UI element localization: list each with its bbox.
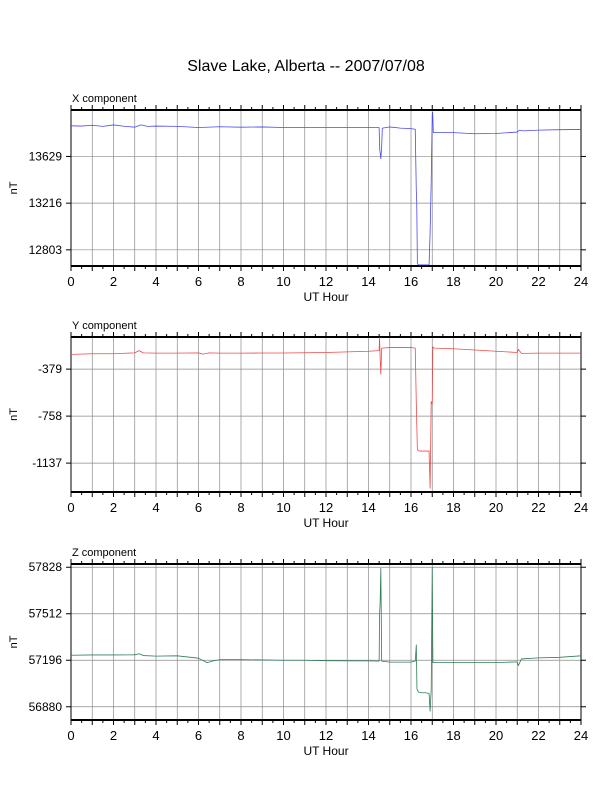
x-component-x-axis-label: UT Hour bbox=[303, 290, 348, 304]
x-component-x-tick-label: 18 bbox=[446, 274, 460, 289]
x-component-x-tick-label: 6 bbox=[195, 274, 202, 289]
z-component-y-tick-label: 56880 bbox=[29, 700, 63, 714]
y-component-x-tick-label: 20 bbox=[489, 500, 503, 515]
y-component-x-tick-label: 8 bbox=[237, 500, 244, 515]
x-component-x-tick-label: 0 bbox=[67, 274, 74, 289]
y-component-x-tick-label: 12 bbox=[319, 500, 333, 515]
y-component-y-tick-label: -379 bbox=[38, 362, 62, 376]
y-component-x-tick-label: 10 bbox=[276, 500, 290, 515]
z-component-x-tick-label: 18 bbox=[446, 728, 460, 743]
x-component-x-tick-label: 24 bbox=[574, 274, 588, 289]
z-component-y-tick-label: 57196 bbox=[29, 653, 63, 667]
x-component-x-tick-label: 2 bbox=[110, 274, 117, 289]
z-component-x-tick-label: 14 bbox=[361, 728, 375, 743]
z-component-y-tick-label: 57512 bbox=[29, 607, 63, 621]
figure-title: Slave Lake, Alberta -- 2007/07/08 bbox=[187, 58, 425, 75]
x-component-x-tick-label: 16 bbox=[404, 274, 418, 289]
y-component-x-tick-label: 0 bbox=[67, 500, 74, 515]
y-component-x-tick-label: 18 bbox=[446, 500, 460, 515]
z-component-y-axis-label: nT bbox=[8, 635, 20, 648]
z-component-x-tick-label: 8 bbox=[237, 728, 244, 743]
y-component-x-tick-label: 6 bbox=[195, 500, 202, 515]
z-component-x-tick-label: 16 bbox=[404, 728, 418, 743]
z-component-x-tick-label: 0 bbox=[67, 728, 74, 743]
z-component-panel-label: Z component bbox=[72, 547, 136, 559]
x-component-x-tick-label: 14 bbox=[361, 274, 375, 289]
z-component-series-line bbox=[70, 566, 582, 712]
x-component-y-axis-label: nT bbox=[8, 181, 20, 194]
x-component-x-tick-label: 8 bbox=[237, 274, 244, 289]
y-component-y-axis-label: nT bbox=[8, 408, 20, 421]
y-component-x-tick-label: 2 bbox=[110, 500, 117, 515]
x-component-x-tick-label: 22 bbox=[531, 274, 545, 289]
y-component-x-tick-label: 14 bbox=[361, 500, 375, 515]
y-component-x-axis-label: UT Hour bbox=[303, 516, 348, 530]
y-component-y-tick-label: -1137 bbox=[32, 456, 62, 470]
x-component-panel-label: X component bbox=[72, 93, 137, 105]
y-component-x-tick-label: 22 bbox=[531, 500, 545, 515]
x-component-x-tick-label: 20 bbox=[489, 274, 503, 289]
z-component-x-tick-label: 10 bbox=[276, 728, 290, 743]
x-component-x-tick-label: 4 bbox=[152, 274, 159, 289]
y-component-x-tick-label: 16 bbox=[404, 500, 418, 515]
y-component-x-tick-label: 24 bbox=[574, 500, 588, 515]
z-component-x-tick-label: 4 bbox=[152, 728, 159, 743]
y-component-y-tick-label: -758 bbox=[38, 409, 62, 423]
z-component-y-tick-label: 57828 bbox=[29, 560, 63, 574]
x-component-x-tick-label: 12 bbox=[319, 274, 333, 289]
x-component-series-line bbox=[70, 111, 582, 266]
z-component-x-tick-label: 22 bbox=[531, 728, 545, 743]
z-component-x-tick-label: 6 bbox=[195, 728, 202, 743]
x-component-x-tick-label: 10 bbox=[276, 274, 290, 289]
y-component-panel-label: Y component bbox=[72, 320, 137, 332]
y-component-x-tick-label: 4 bbox=[152, 500, 159, 515]
y-component-series-line bbox=[70, 337, 581, 489]
x-component-y-tick-label: 12803 bbox=[29, 243, 63, 257]
z-component-x-tick-label: 20 bbox=[489, 728, 503, 743]
z-component-x-axis-label: UT Hour bbox=[303, 744, 348, 758]
x-component-y-tick-label: 13629 bbox=[29, 149, 63, 163]
z-component-x-tick-label: 2 bbox=[110, 728, 117, 743]
z-component-x-tick-label: 24 bbox=[574, 728, 588, 743]
x-component-y-tick-label: 13216 bbox=[29, 196, 63, 210]
z-component-x-tick-label: 12 bbox=[319, 728, 333, 743]
